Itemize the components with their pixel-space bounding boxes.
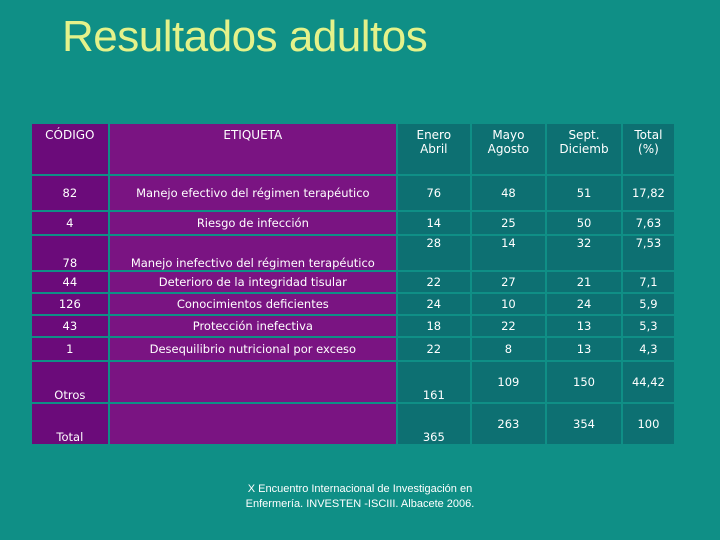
row-code: Otros	[32, 362, 108, 402]
row-enero-abril: 365	[398, 404, 470, 444]
row-sept-diciemb: 21	[547, 272, 621, 292]
row-label: Riesgo de infección	[109, 212, 396, 234]
row-mayo-agosto: 263	[471, 404, 546, 444]
row-code: 4	[32, 212, 108, 234]
results-table: CÓDIGO ETIQUETA Enero Abril Mayo Agosto …	[30, 122, 676, 446]
header-total-pct: Total (%)	[622, 124, 674, 174]
row-mayo-agosto: 8	[471, 338, 546, 360]
row-total-pct: 5,3	[622, 316, 674, 336]
table-row: 44 Deterioro de la integridad tisular 22…	[32, 272, 674, 292]
row-mayo-agosto: 25	[471, 212, 546, 234]
row-enero-abril: 18	[398, 316, 470, 336]
row-enero-abril: 161	[398, 362, 470, 402]
row-mayo-agosto: 48	[471, 176, 546, 210]
row-total-pct: 17,82	[622, 176, 674, 210]
table-row: 78 Manejo inefectivo del régimen terapéu…	[32, 236, 674, 270]
row-sept-diciemb: 150	[547, 362, 621, 402]
row-code: 1	[32, 338, 108, 360]
row-label: Deterioro de la integridad tisular	[109, 272, 396, 292]
row-total-pct: 100	[622, 404, 674, 444]
row-enero-abril: 22	[398, 272, 470, 292]
row-code: 44	[32, 272, 108, 292]
slide-title: Resultados adultos	[62, 12, 428, 61]
row-total-pct: 7,53	[622, 236, 674, 270]
row-sept-diciemb: 24	[547, 294, 621, 314]
row-sept-diciemb: 13	[547, 316, 621, 336]
row-label	[109, 404, 396, 444]
row-enero-abril: 14	[398, 212, 470, 234]
table-row: 43 Protección inefectiva 18 22 13 5,3	[32, 316, 674, 336]
row-total-pct: 44,42	[622, 362, 674, 402]
header-sept-diciemb: Sept. Diciemb	[547, 124, 621, 174]
row-enero-abril: 28	[398, 236, 470, 270]
row-label	[109, 362, 396, 402]
row-code: 126	[32, 294, 108, 314]
row-mayo-agosto: 10	[471, 294, 546, 314]
row-mayo-agosto: 22	[471, 316, 546, 336]
row-code: 78	[32, 236, 108, 270]
row-label: Manejo efectivo del régimen terapéutico	[109, 176, 396, 210]
table-row-otros: Otros 161 109 150 44,42	[32, 362, 674, 402]
header-enero-abril: Enero Abril	[398, 124, 470, 174]
row-code: Total	[32, 404, 108, 444]
row-sept-diciemb: 354	[547, 404, 621, 444]
row-label: Conocimientos deficientes	[109, 294, 396, 314]
row-enero-abril: 24	[398, 294, 470, 314]
table-row-total: Total 365 263 354 100	[32, 404, 674, 444]
row-sept-diciemb: 50	[547, 212, 621, 234]
row-total-pct: 4,3	[622, 338, 674, 360]
row-sept-diciemb: 13	[547, 338, 621, 360]
row-enero-abril: 22	[398, 338, 470, 360]
table-row: 4 Riesgo de infección 14 25 50 7,63	[32, 212, 674, 234]
header-codigo: CÓDIGO	[32, 124, 108, 174]
row-sept-diciemb: 32	[547, 236, 621, 270]
row-mayo-agosto: 14	[471, 236, 546, 270]
row-sept-diciemb: 51	[547, 176, 621, 210]
row-label: Desequilibrio nutricional por exceso	[109, 338, 396, 360]
row-mayo-agosto: 27	[471, 272, 546, 292]
table-row: 1 Desequilibrio nutricional por exceso 2…	[32, 338, 674, 360]
row-label: Manejo inefectivo del régimen terapéutic…	[109, 236, 396, 270]
row-total-pct: 7,1	[622, 272, 674, 292]
row-total-pct: 5,9	[622, 294, 674, 314]
row-enero-abril: 76	[398, 176, 470, 210]
row-code: 82	[32, 176, 108, 210]
table-row: 126 Conocimientos deficientes 24 10 24 5…	[32, 294, 674, 314]
row-total-pct: 7,63	[622, 212, 674, 234]
table-row: 82 Manejo efectivo del régimen terapéuti…	[32, 176, 674, 210]
header-mayo-agosto: Mayo Agosto	[471, 124, 546, 174]
table-header-row: CÓDIGO ETIQUETA Enero Abril Mayo Agosto …	[32, 124, 674, 174]
footer-credit: X Encuentro Internacional de Investigaci…	[245, 483, 475, 511]
row-label: Protección inefectiva	[109, 316, 396, 336]
row-code: 43	[32, 316, 108, 336]
row-mayo-agosto: 109	[471, 362, 546, 402]
header-etiqueta: ETIQUETA	[109, 124, 396, 174]
